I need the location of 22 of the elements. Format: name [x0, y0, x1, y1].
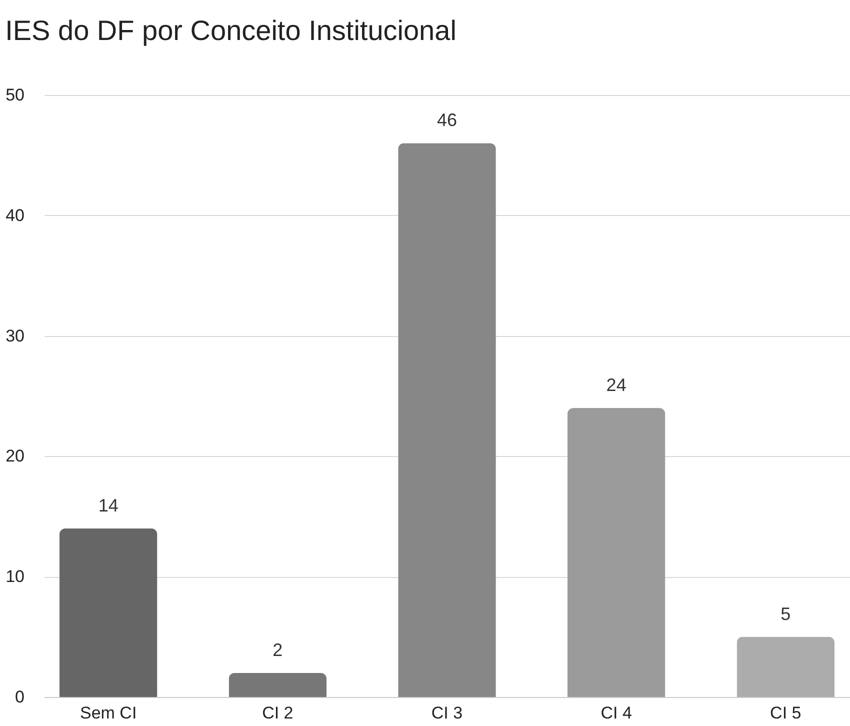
y-tick-label: 10	[6, 567, 24, 586]
bar	[567, 408, 666, 697]
bar	[398, 143, 496, 697]
x-tick-label: CI 3	[431, 704, 463, 722]
data-label: 24	[606, 375, 626, 396]
bar	[59, 528, 158, 697]
y-tick-label: 0	[15, 688, 24, 706]
x-tick-label: Sem CI	[80, 704, 137, 722]
data-label: 5	[780, 604, 791, 624]
data-label: 14	[98, 495, 118, 516]
data-label: 46	[436, 110, 458, 130]
x-tick-label: CI 4	[600, 704, 632, 722]
data-label: 2	[272, 640, 283, 660]
bar	[736, 636, 835, 697]
y-tick-label: 40	[6, 206, 24, 225]
chart-title: IES do DF por Conceito Institucional	[5, 15, 456, 46]
bar	[228, 672, 327, 697]
x-tick-label: CI 5	[770, 704, 802, 722]
y-tick-label: 50	[6, 86, 24, 104]
y-tick-label: 30	[6, 326, 24, 346]
y-tick-label: 20	[6, 446, 24, 466]
x-tick-label: CI 2	[262, 704, 294, 722]
